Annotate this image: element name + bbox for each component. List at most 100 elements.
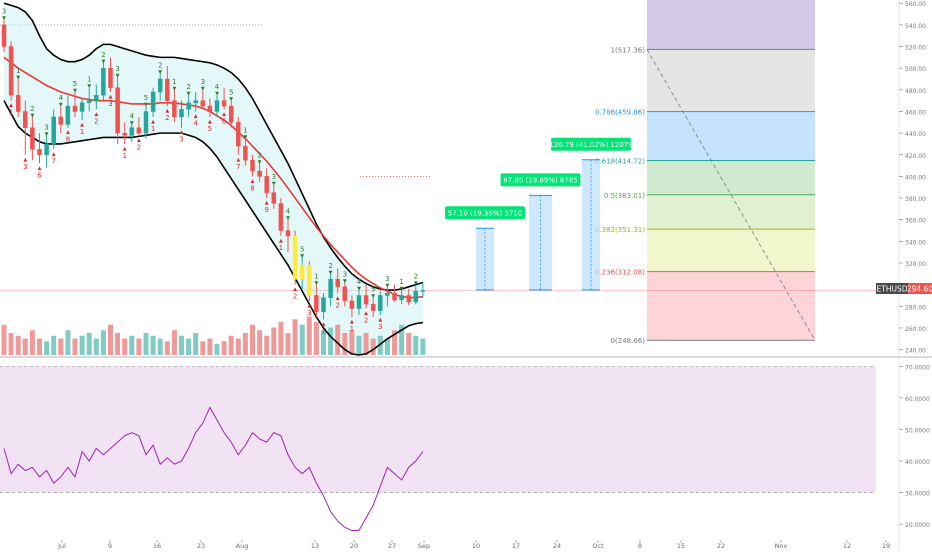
volume-bar bbox=[100, 330, 106, 355]
time-tick-label: Oct bbox=[592, 542, 604, 550]
candle-body bbox=[8, 46, 14, 96]
volume-bar bbox=[342, 333, 348, 355]
volume-bar bbox=[392, 330, 397, 355]
td-arrow-down: ▼ bbox=[258, 159, 262, 165]
td-buy-count: 4 bbox=[215, 83, 220, 91]
candle-body bbox=[30, 127, 35, 150]
candle-body bbox=[335, 278, 340, 288]
td-arrow-down: ▼ bbox=[187, 91, 191, 97]
td-arrow-up: ▲ bbox=[222, 111, 226, 117]
td-arrow-up: ▲ bbox=[52, 151, 56, 157]
candle-body bbox=[321, 297, 326, 312]
candle-body bbox=[378, 295, 383, 311]
td-buy-count: 3 bbox=[272, 173, 276, 181]
candle-body bbox=[214, 100, 220, 112]
time-tick-label: 24 bbox=[553, 542, 561, 550]
volume-bar bbox=[51, 335, 57, 355]
candle-body bbox=[23, 111, 28, 128]
td-arrow-up: ▲ bbox=[336, 295, 340, 301]
volume-bar bbox=[221, 341, 227, 355]
td-arrow-up: ▲ bbox=[194, 113, 198, 119]
projection-label-bg bbox=[445, 206, 525, 220]
td-arrow-up: ▲ bbox=[23, 157, 27, 163]
candle-body bbox=[299, 264, 305, 280]
td-arrow-up: ▲ bbox=[109, 94, 113, 100]
candle-body bbox=[392, 293, 397, 301]
td-arrow-up: ▲ bbox=[378, 317, 382, 323]
volume-bar bbox=[186, 338, 192, 355]
candle-body bbox=[356, 295, 362, 309]
td-sell-count: 1 bbox=[279, 244, 283, 252]
td-buy-count: 3 bbox=[2, 7, 6, 15]
volume-bar bbox=[250, 324, 255, 355]
volume-bar bbox=[370, 338, 376, 355]
td-buy-count: 3 bbox=[115, 65, 119, 73]
candle-body bbox=[200, 100, 206, 107]
td-arrow-down: ▼ bbox=[130, 120, 134, 126]
td-arrow-down: ▼ bbox=[243, 135, 247, 141]
rsi-tick-label: 40.0000 bbox=[905, 459, 930, 466]
td-buy-count: 3 bbox=[385, 275, 389, 283]
symbol-tag-bg bbox=[876, 283, 908, 294]
td-sell-count: 5 bbox=[208, 125, 212, 133]
fib-level-label: 0.5(383.01) bbox=[604, 192, 645, 200]
candle-body bbox=[37, 149, 42, 156]
volume-bar bbox=[108, 324, 113, 355]
price-tick-label: 460.00 bbox=[905, 109, 926, 116]
volume-bar bbox=[306, 316, 312, 355]
volume-bar bbox=[115, 333, 121, 355]
fib-zone-top bbox=[647, 0, 815, 50]
projection-label: 120.79 (41.02%) 12079 bbox=[549, 141, 632, 149]
td-arrow-down: ▼ bbox=[59, 102, 63, 108]
td-buy-count: 4 bbox=[286, 208, 291, 216]
td-arrow-down: ▼ bbox=[414, 281, 418, 287]
td-buy-count: 2 bbox=[328, 262, 332, 270]
td-arrow-up: ▲ bbox=[279, 238, 283, 244]
candle-body bbox=[150, 91, 156, 112]
td-arrow-down: ▼ bbox=[2, 15, 6, 21]
td-arrow-up: ▲ bbox=[94, 111, 98, 117]
projection-box bbox=[529, 195, 552, 291]
volume-bar bbox=[257, 330, 263, 355]
td-arrow-up: ▲ bbox=[293, 287, 297, 293]
volume-bar bbox=[242, 333, 248, 355]
candle-body bbox=[193, 100, 198, 104]
candle-body bbox=[221, 100, 227, 107]
rsi-tick-label: 70.0000 bbox=[905, 364, 930, 371]
td-sell-count: 7 bbox=[236, 163, 240, 171]
volume-bar bbox=[413, 335, 419, 355]
volume-bar bbox=[363, 333, 369, 355]
candle-body bbox=[420, 290, 426, 292]
price-tick-label: 340.00 bbox=[905, 239, 926, 246]
td-sell-count: 3 bbox=[179, 136, 183, 144]
price-tick-label: 260.00 bbox=[905, 326, 926, 333]
candle-body bbox=[58, 116, 64, 125]
candle-body bbox=[307, 264, 312, 296]
volume-bar bbox=[406, 333, 412, 355]
volume-bar bbox=[179, 335, 184, 355]
symbol-label: ETHUSD bbox=[877, 285, 908, 294]
td-sell-count: 3 bbox=[108, 100, 112, 108]
candle-body bbox=[44, 143, 49, 156]
volume-bar bbox=[264, 335, 270, 355]
td-arrow-up: ▲ bbox=[265, 200, 269, 206]
td-arrow-up: ▲ bbox=[307, 303, 311, 309]
candle-body bbox=[328, 278, 333, 298]
candle-body bbox=[115, 87, 120, 134]
price-projections: 57.10 (19.36%) 5710 87.85 (29.89%) 8785 12… bbox=[445, 137, 633, 291]
fibonacci-retracement: 1(517.36) 0.786(459.86) 0.618(414.72) 0.5(3… bbox=[595, 0, 816, 345]
td-buy-count: 1 bbox=[172, 78, 176, 86]
td-arrow-down: ▼ bbox=[371, 294, 375, 300]
volume-bar bbox=[335, 324, 341, 355]
td-buy-count: 3 bbox=[44, 123, 48, 131]
candle-body bbox=[264, 176, 269, 193]
td-arrow-down: ▼ bbox=[343, 278, 347, 284]
td-buy-count: 5 bbox=[300, 246, 304, 254]
price-tick-label: 440.00 bbox=[905, 131, 926, 138]
candle-body bbox=[129, 127, 135, 136]
td-buy-count: 5 bbox=[371, 286, 375, 294]
volume-bar bbox=[65, 330, 71, 355]
candle-body bbox=[172, 100, 177, 118]
